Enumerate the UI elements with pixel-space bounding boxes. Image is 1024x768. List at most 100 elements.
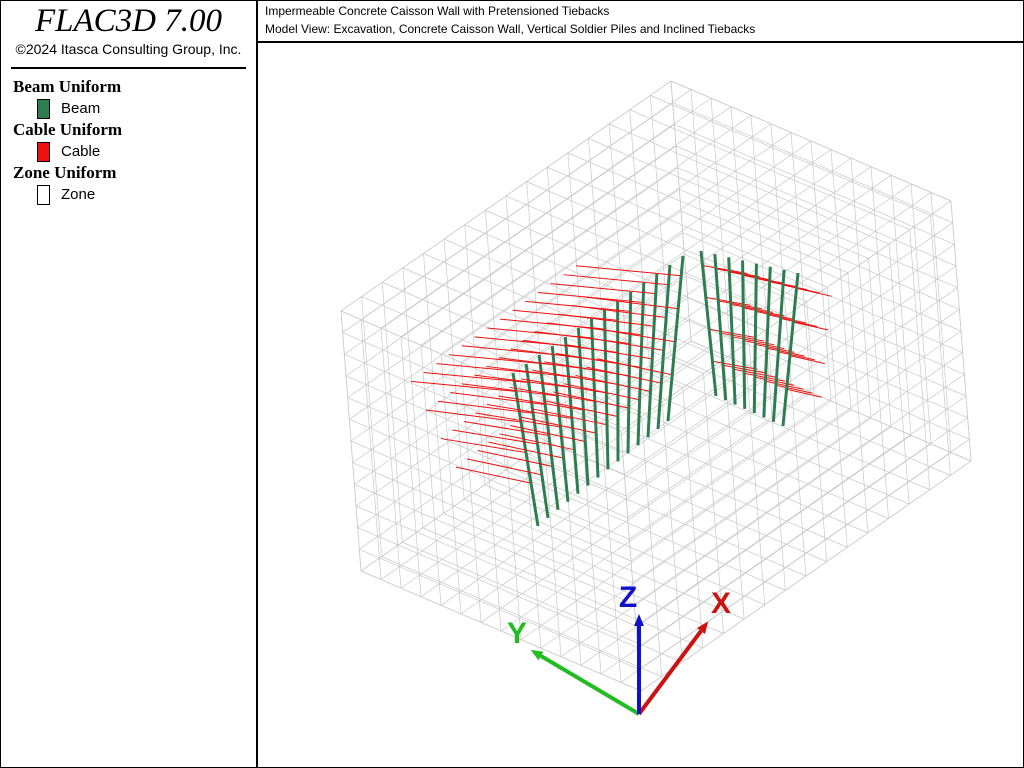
tieback bbox=[462, 383, 558, 397]
mesh-line bbox=[684, 254, 965, 375]
mesh-line bbox=[637, 417, 968, 648]
tieback bbox=[786, 388, 822, 398]
mesh-line bbox=[342, 332, 623, 453]
tieback bbox=[474, 374, 570, 388]
legend-swatch bbox=[37, 185, 50, 205]
tieback bbox=[498, 395, 584, 411]
mesh-line bbox=[635, 395, 967, 627]
soldier-pile bbox=[781, 272, 800, 427]
tieback bbox=[486, 365, 582, 379]
mesh-line bbox=[480, 392, 812, 623]
tieback bbox=[766, 347, 805, 357]
mesh-line bbox=[689, 319, 970, 440]
view-title-line: Impermeable Concrete Caisson Wall with P… bbox=[265, 4, 610, 18]
soldier-pile bbox=[727, 257, 737, 405]
mesh-line bbox=[540, 417, 872, 649]
mesh-line bbox=[580, 434, 912, 666]
copyright: ©2024 Itasca Consulting Group, Inc. bbox=[15, 41, 242, 57]
tieback bbox=[575, 374, 651, 392]
axis-arrow bbox=[637, 629, 703, 716]
tieback bbox=[553, 391, 629, 409]
tieback bbox=[477, 450, 553, 467]
tieback bbox=[486, 403, 572, 419]
tieback bbox=[509, 386, 595, 402]
mesh-line bbox=[347, 167, 678, 398]
mesh-line bbox=[440, 374, 772, 606]
legend-label: Beam bbox=[61, 100, 101, 117]
tieback bbox=[702, 265, 748, 274]
mesh-line bbox=[675, 145, 957, 267]
legend-label: Zone bbox=[61, 186, 96, 203]
soldier-pile bbox=[537, 354, 560, 511]
mesh-line bbox=[639, 439, 970, 670]
tieback bbox=[742, 274, 784, 284]
soldier-pile bbox=[626, 291, 633, 454]
soldier-pile bbox=[563, 336, 580, 494]
mesh-line bbox=[344, 124, 675, 355]
tieback bbox=[729, 271, 772, 281]
legend-swatch bbox=[37, 99, 50, 119]
tieback bbox=[440, 438, 527, 454]
soldier-pile bbox=[771, 269, 786, 422]
mesh-line bbox=[360, 570, 642, 692]
mesh-line bbox=[352, 462, 633, 583]
mesh-line bbox=[359, 549, 640, 670]
tieback bbox=[578, 335, 664, 351]
tieback bbox=[410, 380, 517, 392]
mesh-line bbox=[500, 400, 832, 632]
mesh-line bbox=[674, 124, 955, 245]
tieback bbox=[590, 327, 676, 343]
mesh-line bbox=[357, 297, 688, 528]
soldier-pile bbox=[576, 327, 590, 486]
legend-panel: FLAC3D 7.00 ©2024 Itasca Consulting Grou… bbox=[1, 1, 258, 767]
mesh-line bbox=[600, 443, 932, 675]
soldier-pile bbox=[699, 250, 718, 397]
tieback bbox=[452, 429, 538, 445]
legend-item: Beam bbox=[13, 98, 122, 120]
tieback bbox=[564, 383, 640, 401]
tieback bbox=[597, 358, 673, 376]
soldier-pile bbox=[646, 273, 659, 438]
mesh-line bbox=[685, 275, 967, 397]
tieback bbox=[466, 458, 542, 476]
soldier-pile bbox=[603, 309, 610, 470]
axis-label: Y bbox=[507, 617, 527, 650]
model-view: X Y Z bbox=[340, 80, 972, 716]
tieback bbox=[532, 369, 618, 385]
mesh-line bbox=[420, 366, 752, 598]
tieback bbox=[423, 371, 529, 383]
view-title-line: Model View: Excavation, Concrete Caisson… bbox=[265, 22, 756, 36]
tieback bbox=[455, 466, 532, 484]
tieback bbox=[765, 380, 804, 390]
legend-group-title: Beam Uniform bbox=[13, 77, 122, 96]
mesh-line bbox=[640, 460, 972, 692]
tieback bbox=[796, 287, 832, 297]
mesh-line bbox=[350, 440, 632, 562]
soldier-pile bbox=[713, 254, 728, 401]
tieback bbox=[775, 384, 813, 394]
legend-group-title: Cable Uniform bbox=[13, 120, 123, 139]
mesh-line bbox=[634, 374, 965, 605]
mesh-line bbox=[677, 167, 958, 288]
tieback bbox=[755, 310, 796, 320]
mesh-line bbox=[679, 189, 960, 310]
tieback bbox=[425, 409, 522, 423]
tieback bbox=[436, 363, 542, 375]
axis-arrowhead bbox=[696, 621, 709, 634]
tieback bbox=[768, 314, 807, 324]
legend: Beam Uniform Beam Cable Uniform Cable Zone U… bbox=[13, 77, 122, 206]
mesh-line bbox=[357, 527, 638, 648]
divider bbox=[11, 67, 246, 69]
mesh-line bbox=[354, 484, 635, 605]
mesh-line bbox=[630, 330, 962, 562]
legend-group-title: Zone Uniform bbox=[13, 163, 117, 182]
tieback bbox=[510, 424, 586, 442]
tieback bbox=[743, 307, 785, 317]
soldier-pile bbox=[762, 266, 772, 418]
mesh-line bbox=[347, 397, 628, 518]
tieback bbox=[778, 351, 815, 361]
mesh-line bbox=[355, 505, 637, 627]
legend-item: Zone bbox=[13, 184, 122, 206]
mesh-line bbox=[670, 80, 952, 202]
mesh-line bbox=[690, 340, 972, 462]
